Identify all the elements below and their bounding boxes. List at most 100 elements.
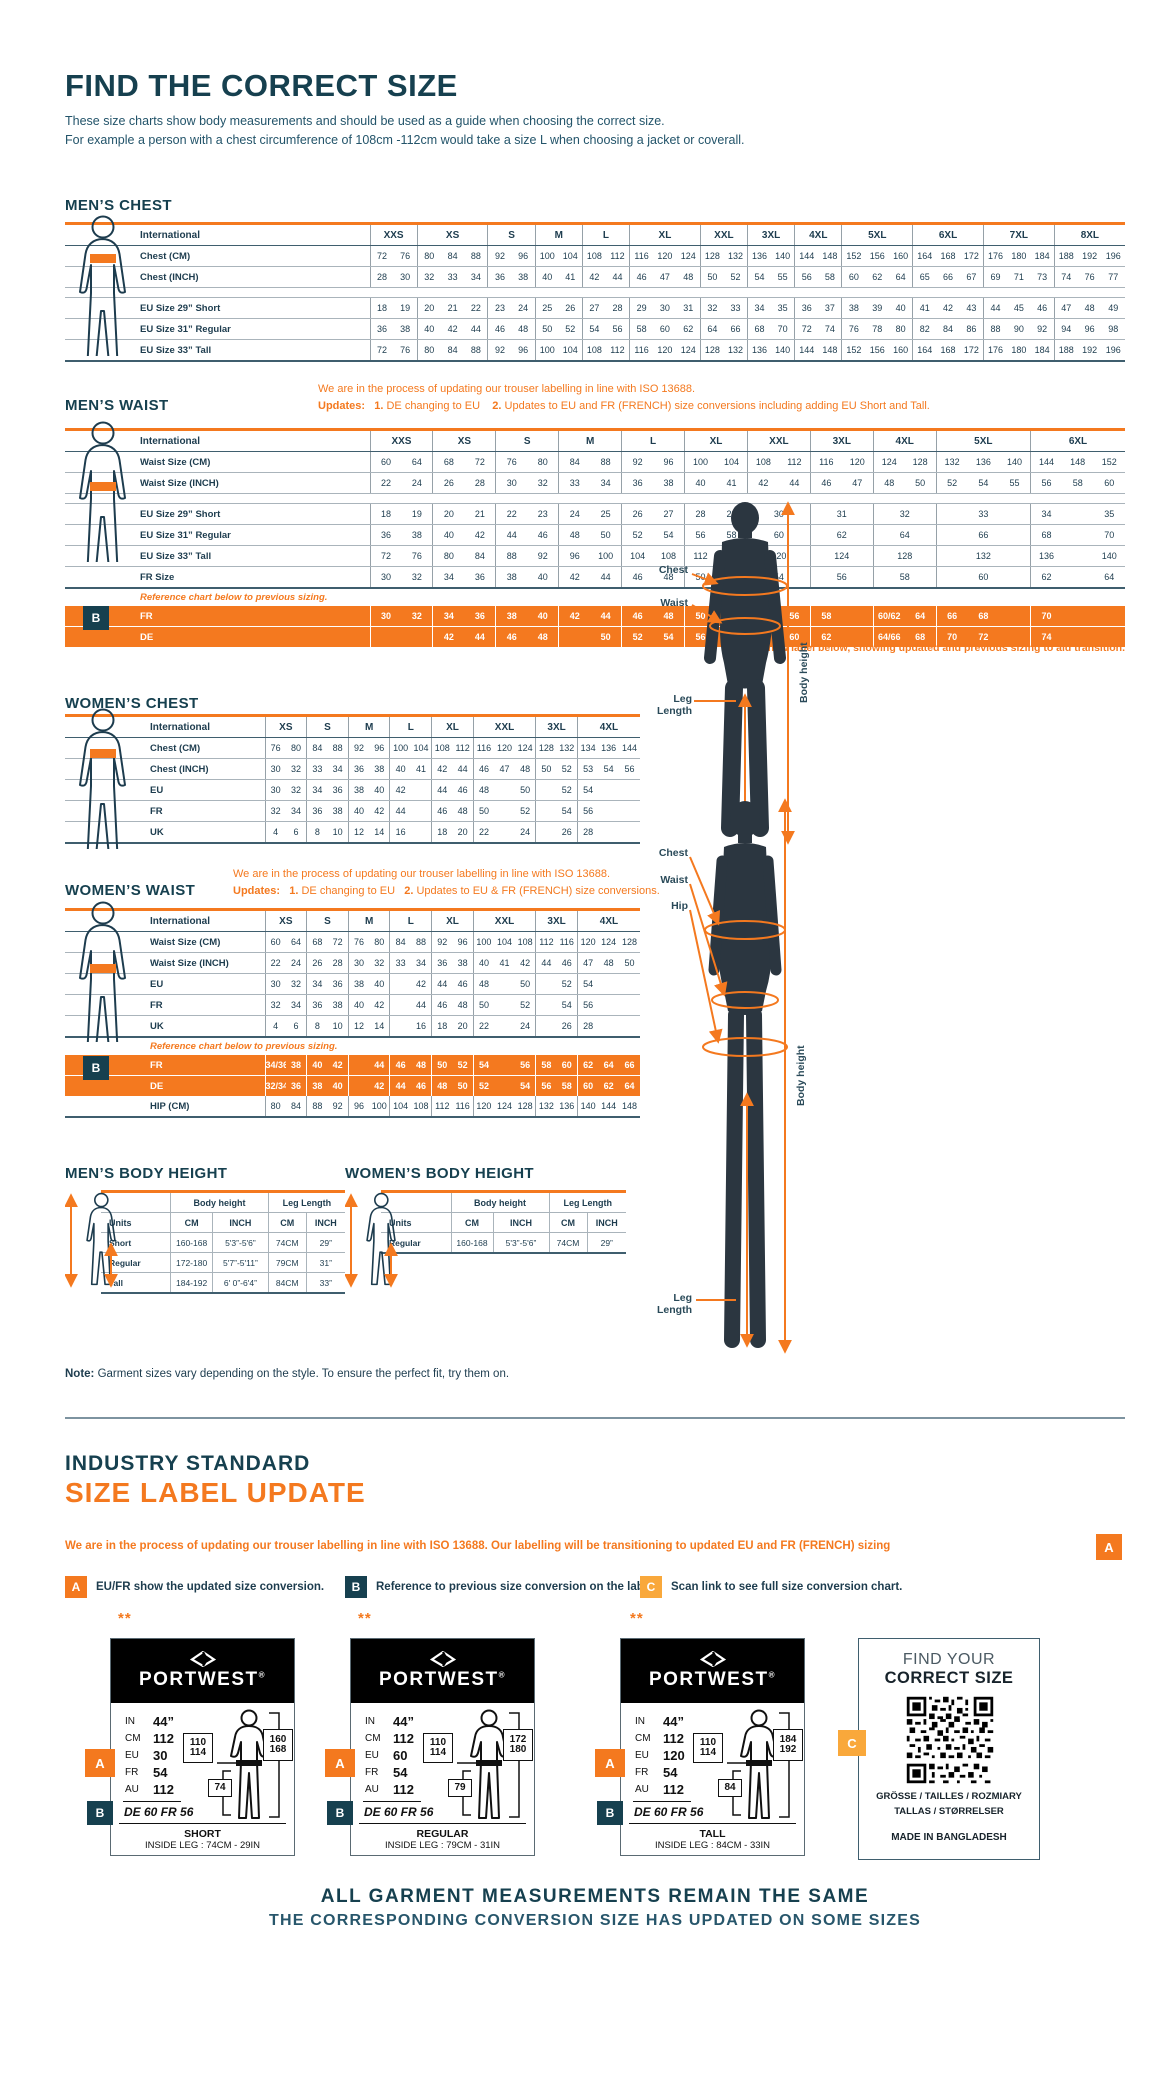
female-figure-waist-icon <box>67 900 137 1050</box>
size-cell: 48 <box>676 266 701 288</box>
size-cell <box>389 1015 411 1038</box>
size-cell: 76 <box>393 245 418 267</box>
size-cell: 30 <box>369 606 402 627</box>
row-label: International <box>65 429 370 452</box>
underline <box>363 1801 421 1802</box>
size-cell: 48 <box>872 472 905 494</box>
size-cell <box>999 626 1031 647</box>
brand-logo-text: PORTWEST® <box>648 1669 777 1690</box>
size-header: 6XL <box>912 223 984 246</box>
size-cell: 58 <box>818 266 842 288</box>
size-cell: 38 <box>285 1055 307 1076</box>
mens-waist-update-note: We are in the process of updating our tr… <box>318 381 998 414</box>
size-cell: 136 <box>1030 545 1062 567</box>
unit-value: 112 <box>393 1731 414 1746</box>
size-header: XXL <box>472 909 536 932</box>
size-cell: 72 <box>327 931 349 953</box>
unit-value: 112 <box>153 1782 174 1797</box>
size-cell: 54 <box>576 973 599 995</box>
legend-c-text: Scan link to see full size conversion ch… <box>671 1581 903 1593</box>
mens-waist-table: International XXS XS S M L XL XXL 3XL 4XL 5XL 6XL Wa… <box>65 428 1125 647</box>
size-cell: 44 <box>535 952 557 974</box>
size-cell: 44 <box>431 779 453 801</box>
size-cell: 144 <box>794 245 819 267</box>
industry-standard-heading: INDUSTRY STANDARD <box>65 1452 311 1475</box>
size-header: L <box>389 715 432 738</box>
size-cell: 92 <box>487 245 512 267</box>
size-cell: 4 <box>264 821 286 844</box>
card-unit-row: IN 44” <box>635 1713 715 1730</box>
badge-b-card: B <box>87 1801 113 1825</box>
size-cell: 124 <box>514 737 536 759</box>
size-cell: 134 <box>576 737 599 759</box>
size-cell: 42 <box>389 779 411 801</box>
size-cell: 31” <box>305 1252 345 1273</box>
size-cell <box>598 779 620 801</box>
size-cell: 32 <box>416 266 441 288</box>
size-cell: 88 <box>306 1096 328 1118</box>
size-cell <box>410 800 432 822</box>
row-label: FR <box>65 606 370 627</box>
note-text: Garment sizes vary depending on the styl… <box>94 1368 510 1380</box>
size-cell: 70 <box>771 318 795 340</box>
size-cell: 38 <box>841 297 866 319</box>
size-cell: 46 <box>472 758 495 780</box>
size-cell: 30 <box>264 973 286 995</box>
size-cell <box>598 1015 620 1038</box>
size-cell: 98 <box>1101 318 1125 340</box>
size-cell: 46 <box>431 994 453 1016</box>
size-cell: 184 <box>1030 339 1055 362</box>
size-cell: 124 <box>494 1096 515 1118</box>
height-measure-icon <box>344 1192 398 1288</box>
table-row: Waist Size (CM) 60 64 68 72 76 80 84 88 92 96 100 10… <box>65 451 1125 473</box>
unit-label: AU <box>365 1784 379 1795</box>
size-cell: 33 <box>440 266 465 288</box>
card-unit-row: CM 112 <box>365 1730 445 1747</box>
size-cell <box>1061 503 1094 525</box>
size-cell: 34 <box>327 758 349 780</box>
size-cell: 124 <box>809 545 874 567</box>
size-cell: 120 <box>841 451 874 473</box>
size-cell: 28 <box>605 297 630 319</box>
inside-leg: INSIDE LEG : 84CM - 33IN <box>654 1840 771 1851</box>
table-row: Chest (INCH) 30 32 33 34 36 38 40 41 42 44 46 47 48 50… <box>65 758 640 780</box>
size-cell: 48 <box>452 800 474 822</box>
size-cell: 44 <box>590 566 622 589</box>
size-cell: 41 <box>558 266 583 288</box>
table-row: FR 32 34 36 38 40 42 44 46 48 50 52 54 56 <box>65 800 640 822</box>
size-cell: 52 <box>514 994 536 1016</box>
size-cell: 38 <box>495 606 528 627</box>
size-cell: 66 <box>935 606 968 627</box>
size-cell: 92 <box>431 931 453 953</box>
spacer-cell <box>65 493 1125 504</box>
row-label: FR <box>65 1055 265 1076</box>
size-cell: 80 <box>416 339 441 362</box>
size-cell: 38 <box>653 472 685 494</box>
size-cell: 50 <box>514 973 536 995</box>
unit-label: IN <box>365 1716 375 1727</box>
female-height-icon <box>344 1190 403 1295</box>
size-cell: 24 <box>514 821 536 844</box>
size-header: 3XL <box>809 429 874 452</box>
unit-header: INCH <box>212 1212 269 1233</box>
table-row: Reference chart below to previous sizing… <box>65 588 1125 606</box>
size-cell <box>1061 626 1094 647</box>
row-label: International <box>65 909 265 932</box>
size-cell: 30 <box>393 266 418 288</box>
size-cell: 30 <box>653 297 677 319</box>
table-row: Regular 160-168 5'3”-5'6” 74CM 29” <box>381 1232 626 1254</box>
inside-leg: INSIDE LEG : 74CM - 29IN <box>144 1840 261 1851</box>
update-note-line2: Updates: 1. DE changing to EU 2. Updates… <box>233 883 703 900</box>
size-cell: 74 <box>1030 626 1062 647</box>
qr-languages-2: TALLAS / STØRRELSER <box>894 1806 1004 1817</box>
size-cell: 96 <box>369 737 390 759</box>
size-cell: 32 <box>264 800 286 822</box>
size-cell: 144 <box>619 737 640 759</box>
size-cell: 40 <box>527 566 559 589</box>
brand-logo-text: PORTWEST® <box>138 1669 267 1690</box>
size-cell: 34 <box>410 952 432 974</box>
size-cell: 54 <box>967 472 1000 494</box>
size-cell: 24 <box>401 472 433 494</box>
size-cell: 41 <box>912 297 937 319</box>
size-cell: 36 <box>327 779 349 801</box>
